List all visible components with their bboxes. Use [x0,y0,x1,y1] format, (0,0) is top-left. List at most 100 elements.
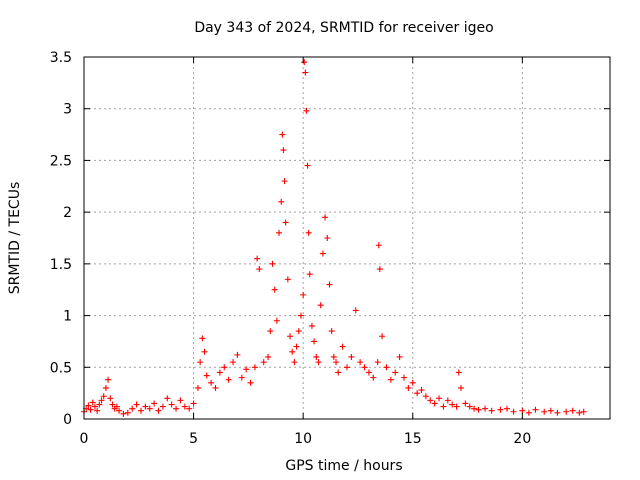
data-point [396,353,403,360]
data-point [357,359,364,366]
data-point [100,393,107,400]
data-point [315,359,322,366]
data-point [414,390,421,397]
data-point [208,379,215,386]
data-point [194,384,201,391]
data-point [375,242,382,249]
x-tick-label: 0 [80,431,89,447]
data-point [418,387,425,394]
data-point [98,397,105,404]
data-point [265,353,272,360]
data-point [436,395,443,402]
data-point [142,403,149,410]
data-point [284,276,291,283]
data-point [457,384,464,391]
data-point [547,407,554,414]
y-tick-labels: 0 0.5 1 1.5 2 2.5 3 3.5 [50,50,72,428]
data-point [576,409,583,416]
data-point [339,343,346,350]
axis-ticks [83,56,610,420]
data-point [431,400,438,407]
data-point [291,359,298,366]
data-point [326,281,333,288]
data-point [276,229,283,236]
data-point [497,406,504,413]
data-point [155,407,162,414]
data-point [580,408,587,415]
data-point [503,405,510,412]
x-tick-labels: 0 5 10 15 20 [80,431,532,447]
x-tick-label: 15 [404,431,422,447]
data-point [197,359,204,366]
y-tick-label: 0 [63,412,72,428]
data-point [308,322,315,329]
data-point [510,408,517,415]
data-point [303,107,310,114]
data-point [89,399,96,406]
data-point [379,333,386,340]
data-point [238,374,245,381]
data-point [313,353,320,360]
data-point [289,348,296,355]
data-point [295,328,302,335]
data-points [81,59,587,417]
data-point [335,369,342,376]
y-tick-label: 2 [63,205,72,221]
data-point [201,348,208,355]
data-point [300,291,307,298]
y-tick-label: 1 [63,309,72,325]
data-point [427,397,434,404]
data-point [333,359,340,366]
data-point [383,364,390,371]
data-point [146,405,153,412]
data-point [129,405,136,412]
data-point [330,353,337,360]
data-point [302,69,309,76]
data-point [199,335,206,342]
data-point [96,401,103,408]
data-point [344,364,350,371]
data-point [482,405,489,412]
data-point [532,406,539,413]
data-point [87,406,94,413]
data-point [203,372,210,379]
data-point [225,376,232,383]
data-point [488,407,495,414]
data-point [159,403,166,410]
data-point [260,359,267,366]
data-point [405,384,412,391]
x-axis-label: GPS time / hours [285,458,402,474]
y-tick-label: 3 [63,102,72,118]
data-point [305,229,312,236]
data-point [256,266,263,273]
data-point [173,405,180,412]
data-point [116,407,123,414]
data-point [212,384,219,391]
data-point [297,312,304,319]
data-point [120,410,127,417]
data-point [387,376,394,383]
data-point [181,403,188,410]
data-point [462,400,469,407]
data-point [216,369,223,376]
data-point [251,364,258,371]
data-point [455,369,462,376]
data-point [91,403,98,410]
data-point [269,260,276,267]
data-point [137,407,144,414]
data-point [563,408,570,415]
data-point [554,409,561,416]
data-point [440,403,447,410]
data-point [190,400,197,407]
data-point [164,395,171,402]
data-point [400,374,407,381]
data-point [85,402,92,409]
data-point [280,147,287,154]
plot-frame [83,56,611,420]
data-point [279,131,286,138]
data-point [94,407,101,414]
y-tick-label: 2.5 [50,153,72,169]
data-point [569,407,576,414]
data-point [282,219,289,226]
data-point [304,162,311,169]
